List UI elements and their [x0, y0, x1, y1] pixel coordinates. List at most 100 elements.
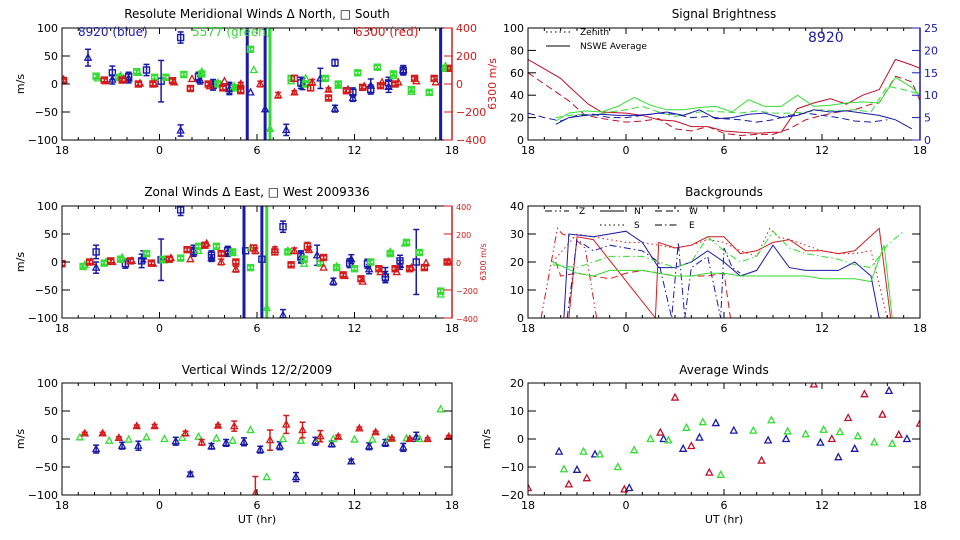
triangle-marker — [275, 440, 285, 449]
data-point — [216, 257, 226, 266]
data-point — [246, 263, 255, 272]
x-tick-label: 18 — [521, 322, 535, 335]
x-tick-label: 18 — [913, 499, 927, 512]
x-tick-label: 0 — [623, 144, 630, 157]
data-point — [194, 431, 203, 440]
data-point — [343, 84, 353, 93]
triangle-marker — [629, 445, 639, 454]
triangle-marker — [348, 93, 358, 102]
triangle-marker — [119, 74, 129, 83]
triangle-marker — [392, 267, 402, 276]
data-point — [860, 389, 869, 398]
triangle-marker — [395, 259, 405, 268]
x-tick-label: 18 — [55, 144, 69, 157]
right-axis-label: 6300 m/s — [479, 243, 488, 281]
triangle-marker — [850, 443, 859, 452]
triangle-marker — [117, 440, 127, 449]
square-marker — [92, 248, 100, 256]
x-tick-label: 12 — [815, 499, 829, 512]
triangle-marker — [421, 258, 431, 267]
data-point — [884, 385, 894, 394]
triangle-marker — [801, 429, 810, 438]
square-marker — [237, 87, 245, 95]
data-point — [387, 433, 397, 442]
triangle-marker — [262, 472, 272, 481]
y-tick-label: 0 — [517, 312, 524, 325]
triangle-marker — [613, 462, 623, 471]
x-tick-label: 6 — [721, 322, 728, 335]
data-point — [166, 253, 176, 262]
panel-meridional: Resolute Meridional Winds Δ North, □ Sou… — [14, 7, 499, 157]
triangle-marker — [148, 258, 158, 267]
data-point — [415, 248, 424, 257]
data-point — [104, 435, 114, 444]
triangle-marker — [436, 404, 445, 413]
triangle-marker — [212, 433, 221, 442]
y-tick-label: 0 — [517, 134, 524, 147]
square-marker — [118, 76, 126, 84]
series-line-8920-e — [566, 238, 741, 318]
triangle-marker — [368, 434, 377, 443]
triangle-marker — [809, 383, 819, 388]
x-tick-label: 18 — [445, 499, 459, 512]
square-marker — [425, 88, 433, 97]
square-marker — [186, 84, 195, 93]
data-point — [108, 74, 117, 85]
data-point — [229, 420, 239, 432]
triangle-marker — [377, 77, 387, 86]
triangle-marker — [350, 434, 359, 443]
triangle-marker — [207, 253, 216, 262]
triangle-marker — [332, 261, 341, 270]
square-marker — [134, 80, 143, 88]
data-point — [220, 76, 229, 85]
triangle-marker — [387, 433, 397, 442]
series-line-6300-s — [552, 227, 888, 318]
data-point — [398, 64, 408, 76]
x-tick-label: 18 — [445, 144, 459, 157]
triangle-marker — [299, 258, 309, 267]
triangle-marker — [283, 245, 293, 254]
y-tick-label: 50 — [44, 405, 58, 418]
data-point — [132, 421, 142, 430]
right-y-tick-label: 25 — [924, 22, 938, 35]
triangle-marker — [819, 424, 828, 433]
square-marker — [381, 273, 390, 281]
x-tick-label: 12 — [348, 499, 362, 512]
data-point — [729, 425, 739, 434]
triangle-marker — [816, 437, 825, 446]
data-point — [324, 84, 333, 93]
data-point — [255, 444, 265, 454]
triangle-marker — [229, 81, 239, 90]
triangle-marker — [559, 464, 569, 473]
right-y-tick-label: 5 — [924, 112, 931, 125]
data-point — [333, 431, 343, 440]
triangle-marker — [127, 255, 137, 265]
triangle-marker — [333, 80, 343, 89]
data-point — [394, 77, 403, 86]
x-tick-label: 12 — [815, 144, 829, 157]
x-tick-label: 0 — [156, 499, 163, 512]
triangle-marker — [98, 428, 107, 437]
square-marker — [436, 287, 445, 295]
data-point — [197, 437, 207, 446]
triangle-marker — [757, 455, 766, 464]
data-point — [232, 258, 240, 266]
square-marker — [415, 248, 424, 257]
legend-label: Z — [579, 207, 585, 217]
data-point — [134, 440, 143, 451]
triangle-marker — [358, 276, 367, 285]
x-axis-label: UT (hr) — [705, 513, 743, 526]
data-point — [296, 435, 306, 444]
data-point — [150, 421, 159, 430]
triangle-marker — [236, 79, 246, 88]
data-point — [80, 428, 90, 437]
data-point — [86, 257, 96, 266]
data-point — [368, 434, 377, 443]
square-marker — [176, 33, 185, 42]
triangle-marker — [763, 435, 773, 444]
square-marker — [176, 254, 185, 262]
triangle-marker — [620, 484, 629, 493]
triangle-marker — [407, 86, 416, 95]
triangle-marker — [646, 434, 655, 443]
data-point — [781, 434, 791, 443]
